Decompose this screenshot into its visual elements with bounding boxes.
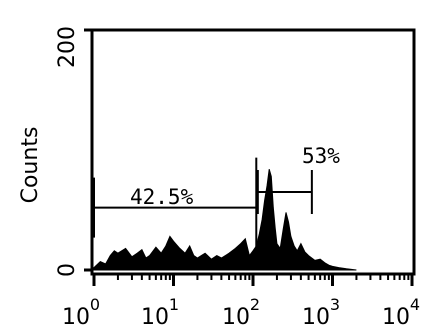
histogram-area [93, 169, 357, 271]
x-tick-label-10000: 10 4 [382, 295, 420, 330]
x-tick-label-10: 10 1 [141, 295, 179, 330]
y-tick-label-200: 200 [55, 26, 80, 68]
x-tick-base: 10 [62, 305, 90, 330]
gate-label-42-5: 42.5% [130, 185, 194, 209]
x-tick-exponent: 0 [90, 295, 100, 314]
x-tick-base: 10 [141, 305, 169, 330]
x-tick-label-1: 10 0 [62, 295, 100, 330]
gate-label-53: 53% [302, 144, 340, 168]
gate-marker-53 [256, 170, 313, 214]
x-tick-exponent: 3 [330, 295, 340, 314]
x-tick-exponent: 2 [250, 295, 260, 314]
x-tick-base: 10 [382, 305, 410, 330]
x-tick-base: 10 [302, 305, 330, 330]
x-tick-base: 10 [222, 305, 250, 330]
gate-marker-42-5 [93, 157, 258, 248]
x-tick-label-1000: 10 3 [302, 295, 340, 330]
x-tick-label-100: 10 2 [222, 295, 260, 330]
x-axis-ticks [92, 274, 414, 286]
x-tick-exponent: 1 [169, 295, 179, 314]
x-tick-exponent: 4 [410, 295, 420, 314]
plot-frame [90, 28, 416, 276]
y-tick-label-0: 0 [55, 263, 80, 277]
y-axis-label: Counts [18, 127, 43, 204]
